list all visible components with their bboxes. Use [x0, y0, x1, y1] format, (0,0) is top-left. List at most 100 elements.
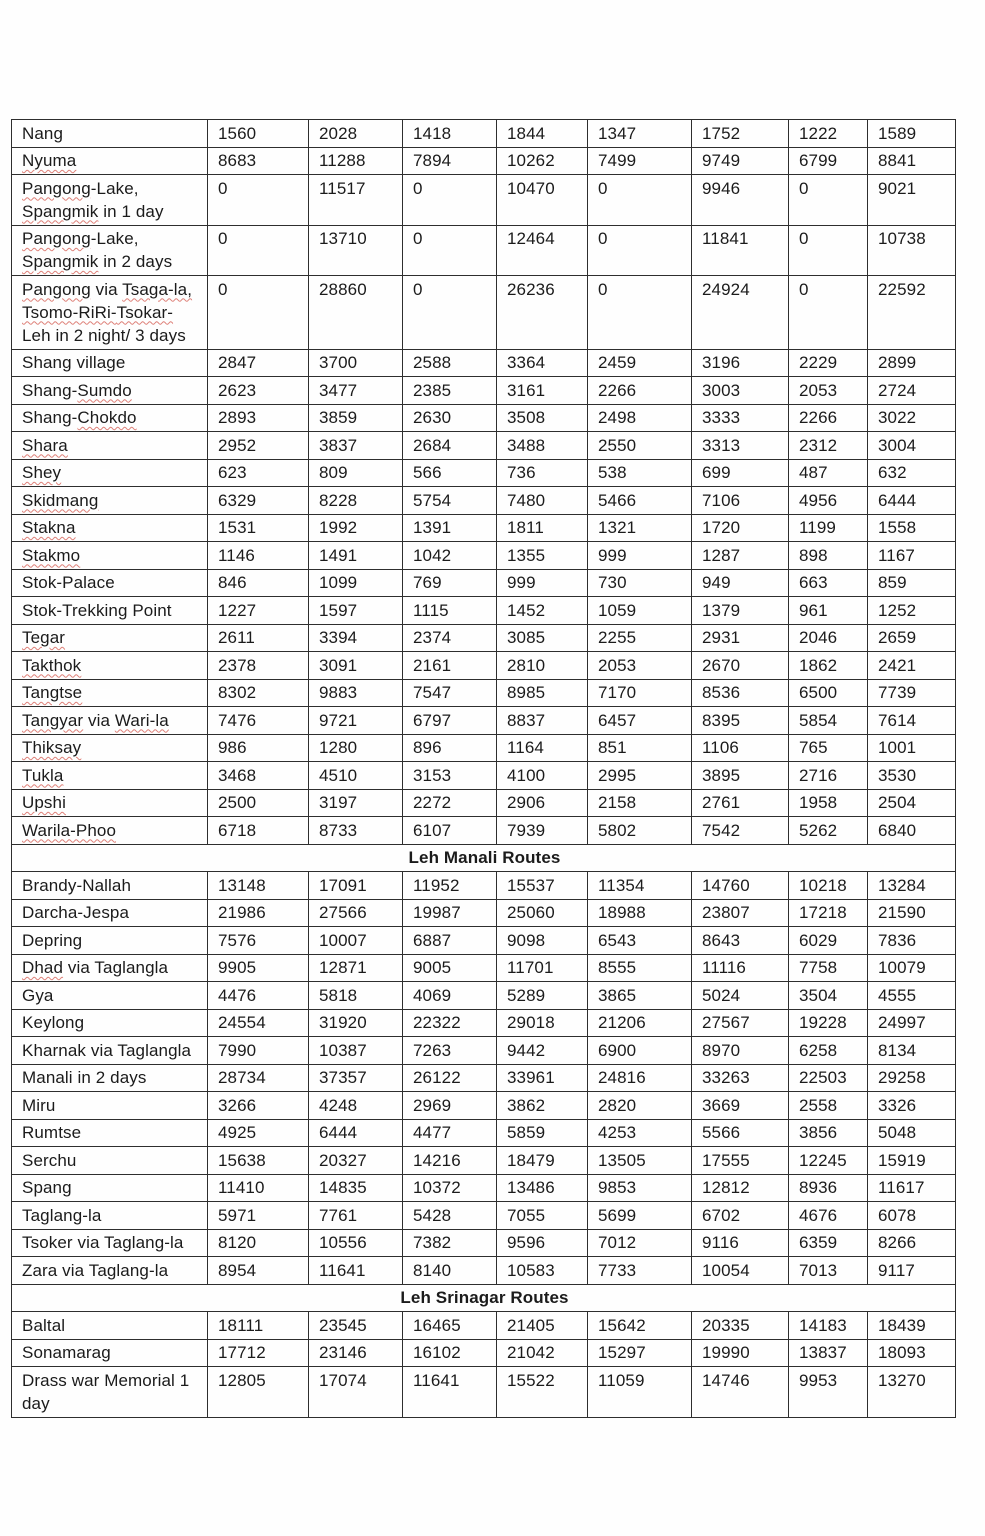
fare-cell: 2847	[207, 348, 309, 377]
fare-cell: 9946	[691, 174, 789, 226]
fare-cell: 1720	[691, 513, 789, 542]
fare-cell: 3530	[867, 761, 956, 790]
route-name-cell: Sonamarag	[11, 1338, 208, 1367]
fare-cell: 2053	[587, 651, 692, 680]
fare-cell: 949	[691, 568, 789, 597]
fare-cell: 1321	[587, 513, 692, 542]
fare-cell: 999	[496, 568, 588, 597]
fare-cell: 5802	[587, 816, 692, 845]
fare-cell: 28860	[308, 275, 403, 350]
route-name-cell: Tukla	[11, 761, 208, 790]
fare-cell: 5428	[402, 1201, 497, 1230]
table-row: Tangyar via Wari-la 7476 9721 6797 8837 6457 8…	[11, 706, 956, 735]
fare-cell: 5262	[788, 816, 868, 845]
route-name-cell: Pangong via Tsaga-la, Tsomo-RiRi-Tsokar-…	[11, 275, 208, 350]
fare-cell: 17074	[308, 1366, 403, 1418]
misspelled-word: Wari-la	[114, 710, 169, 730]
fare-cell: 3091	[308, 651, 403, 680]
table-row: Shang-Chokdo 2893 3859 2630 3508 2498 3333 2266…	[11, 403, 956, 432]
fare-cell: 896	[402, 733, 497, 762]
fare-cell: 2893	[207, 403, 309, 432]
fare-cell: 1115	[402, 596, 497, 625]
route-name-cell: Upshi	[11, 788, 208, 817]
fare-cell: 29258	[867, 1063, 956, 1092]
fare-cell: 0	[587, 174, 692, 226]
fare-cell: 9953	[788, 1366, 868, 1418]
fare-cell: 3153	[402, 761, 497, 790]
route-name-cell: Nang	[11, 119, 208, 148]
misspelled-word: Tsomo-RiRi-	[22, 302, 117, 322]
fare-cell: 11517	[308, 174, 403, 226]
fare-cell: 27566	[308, 898, 403, 927]
fare-cell: 6543	[587, 926, 692, 955]
fare-cell: 3508	[496, 403, 588, 432]
table-row: Drass war Memorial 1 day 12805 17074 11641 1…	[11, 1366, 956, 1418]
fare-cell: 5818	[308, 981, 403, 1010]
fare-cell: 7480	[496, 486, 588, 515]
fare-cell: 23807	[691, 898, 789, 927]
fare-cell: 0	[587, 275, 692, 350]
fare-cell: 26236	[496, 275, 588, 350]
fare-cell: 18988	[587, 898, 692, 927]
fare-cell: 9721	[308, 706, 403, 735]
fare-cell: 1099	[308, 568, 403, 597]
fare-cell: 3837	[308, 431, 403, 460]
fare-cell: 20327	[308, 1146, 403, 1175]
fare-cell: 8733	[308, 816, 403, 845]
fare-cell: 7990	[207, 1036, 309, 1065]
misspelled-word: Spangmik	[22, 201, 99, 221]
fare-cell: 487	[788, 458, 868, 487]
fare-cell: 26122	[402, 1063, 497, 1092]
fare-cell: 12245	[788, 1146, 868, 1175]
table-row: Baltal 18111 23545 16465 21405 15642 20335 1418…	[11, 1311, 956, 1340]
fare-cell: 7739	[867, 678, 956, 707]
table-row: Serchu 15638 20327 14216 18479 13505 17555 1224…	[11, 1146, 956, 1175]
fare-cell: 5854	[788, 706, 868, 735]
fare-cell: 6900	[587, 1036, 692, 1065]
section-header: Leh Manali Routes	[11, 843, 956, 872]
fare-cell: 2504	[867, 788, 956, 817]
fare-cell: 12871	[308, 953, 403, 982]
fare-cell: 10583	[496, 1256, 588, 1285]
table-row: Tegar 2611 3394 2374 3085 2255 2931 2046 2659	[11, 623, 956, 652]
route-name-cell: Skidmang	[11, 486, 208, 515]
misspelled-word: Stakna	[22, 518, 76, 537]
fare-cell: 2623	[207, 376, 309, 405]
fare-cell: 19228	[788, 1008, 868, 1037]
fare-cell: 6258	[788, 1036, 868, 1065]
fare-cell: 10054	[691, 1256, 789, 1285]
misspelled-word: Skidmang	[22, 490, 99, 510]
fare-cell: 1589	[867, 119, 956, 148]
fare-cell: 2385	[402, 376, 497, 405]
fare-cell: 15642	[587, 1311, 692, 1340]
fare-cell: 6797	[402, 706, 497, 735]
route-name-cell: Shang village	[11, 348, 208, 377]
route-name-cell: Stakna	[11, 513, 208, 542]
fare-cell: 7013	[788, 1256, 868, 1285]
route-name-cell: Shey	[11, 458, 208, 487]
fare-cell: 8228	[308, 486, 403, 515]
fare-cell: 7939	[496, 816, 588, 845]
fare-cell: 4253	[587, 1118, 692, 1147]
route-name-cell: Manali in 2 days	[11, 1063, 208, 1092]
fare-cell: 1164	[496, 733, 588, 762]
fare-cell: 13486	[496, 1173, 588, 1202]
fare-cell: 7576	[207, 926, 309, 955]
fare-cell: 1199	[788, 513, 868, 542]
fare-cell: 2255	[587, 623, 692, 652]
table-row: Nang 1560 2028 1418 1844 1347 1752 1222 1589	[11, 119, 956, 148]
fare-cell: 2931	[691, 623, 789, 652]
fare-cell: 3468	[207, 761, 309, 790]
misspelled-word: Takthok	[22, 655, 82, 675]
fare-cell: 851	[587, 733, 692, 762]
fare-cell: 17555	[691, 1146, 789, 1175]
fare-cell: 2899	[867, 348, 956, 377]
fare-cell: 1491	[308, 541, 403, 570]
fare-cell: 1418	[402, 119, 497, 148]
fare-cell: 6444	[308, 1118, 403, 1147]
route-name-cell: Stok-Trekking Point	[11, 596, 208, 625]
fare-cell: 5048	[867, 1118, 956, 1147]
table-row: Pangong-Lake, Spangmik in 2 days 0 13710 0 1…	[11, 224, 956, 276]
route-name-cell: Stakmo	[11, 541, 208, 570]
fare-cell: 2820	[587, 1091, 692, 1120]
